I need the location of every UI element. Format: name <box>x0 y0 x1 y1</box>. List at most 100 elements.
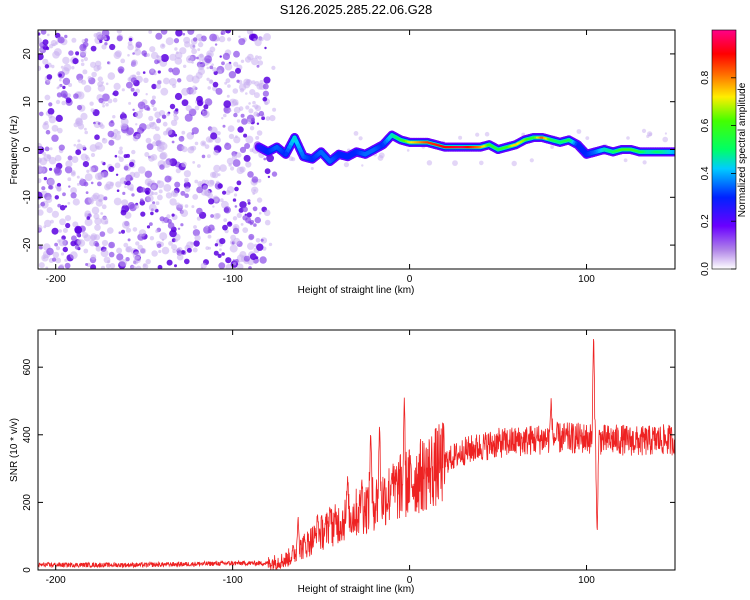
y-tick-label: 10 <box>22 96 33 108</box>
noise-blob <box>662 136 668 143</box>
snr-series-line <box>38 338 675 570</box>
noise-blob <box>236 119 241 123</box>
noise-blob <box>243 154 251 162</box>
noise-blob <box>221 117 224 120</box>
noise-blob <box>219 248 222 252</box>
noise-blob <box>38 245 43 250</box>
top-y-ticks: -20 -10 0 10 20 <box>22 48 675 252</box>
noise-blob <box>97 181 102 187</box>
noise-blob <box>104 220 109 225</box>
noise-blob <box>174 47 178 51</box>
noise-blob <box>225 264 233 269</box>
noise-blob <box>125 81 133 89</box>
noise-blob <box>64 205 68 208</box>
noise-blob <box>197 54 205 61</box>
noise-blob <box>194 234 201 242</box>
noise-blob <box>242 206 248 213</box>
noise-blob <box>215 213 221 219</box>
y-tick-label: 600 <box>22 358 33 375</box>
noise-blob <box>67 155 73 161</box>
noise-blob <box>158 249 162 254</box>
noise-blob <box>220 30 226 35</box>
noise-blob <box>118 231 122 234</box>
noise-blob <box>165 192 173 199</box>
noise-blob <box>377 155 384 161</box>
noise-blob <box>81 145 86 150</box>
y-tick-label: 0 <box>22 146 33 152</box>
noise-blob <box>40 30 47 35</box>
noise-blob <box>185 105 192 112</box>
noise-blob <box>208 246 212 250</box>
noise-blob <box>45 196 53 203</box>
noise-blob <box>62 246 68 253</box>
noise-blob <box>105 102 109 107</box>
noise-blob <box>90 108 95 113</box>
noise-blob <box>173 112 178 117</box>
noise-blob <box>361 164 364 167</box>
noise-blob <box>90 254 97 260</box>
noise-blob <box>198 63 205 71</box>
noise-blob <box>213 250 219 256</box>
noise-blob <box>511 160 517 167</box>
noise-blob <box>120 209 127 216</box>
noise-blob <box>51 134 59 142</box>
noise-blob <box>51 227 59 235</box>
noise-blob <box>59 218 66 226</box>
noise-blob <box>132 135 139 142</box>
noise-blob <box>174 238 178 243</box>
noise-blob <box>118 149 123 155</box>
top-x-axis-label: Height of straight line (km) <box>298 285 415 296</box>
noise-blob <box>201 154 206 159</box>
noise-blob <box>138 229 147 237</box>
noise-blob <box>180 223 184 227</box>
noise-blob <box>51 64 55 69</box>
noise-blob <box>212 81 219 88</box>
noise-blob <box>192 229 200 237</box>
noise-blob <box>163 160 171 168</box>
noise-blob <box>191 48 198 55</box>
noise-blob <box>146 225 151 229</box>
noise-blob <box>145 258 151 265</box>
noise-blob <box>206 66 210 70</box>
noise-blob <box>156 180 165 189</box>
noise-blob <box>108 139 115 146</box>
noise-blob <box>234 259 239 263</box>
noise-blob <box>205 136 213 143</box>
noise-blob <box>219 164 227 172</box>
noise-blob <box>151 83 157 90</box>
noise-blob <box>161 246 170 255</box>
noise-blob <box>126 127 134 135</box>
noise-blob <box>155 32 163 40</box>
noise-blob <box>105 263 111 269</box>
bottom-y-ticks: 0 200 400 600 <box>22 358 675 573</box>
noise-blob <box>222 52 230 61</box>
noise-blob <box>184 258 190 265</box>
noise-blob <box>203 104 209 110</box>
noise-blob <box>129 161 135 167</box>
noise-blob <box>100 249 109 258</box>
noise-blob <box>222 190 227 195</box>
noise-blob <box>54 195 59 200</box>
noise-blob <box>227 37 232 42</box>
noise-blob <box>116 35 123 42</box>
noise-blob <box>54 48 62 56</box>
noise-blob <box>127 54 130 57</box>
noise-blob <box>206 77 210 82</box>
noise-blob <box>225 257 232 264</box>
noise-blob <box>159 232 168 241</box>
noise-blob <box>108 120 115 127</box>
noise-blob <box>288 156 294 162</box>
noise-blob <box>101 44 107 50</box>
noise-blob <box>184 113 193 122</box>
noise-blob <box>212 67 218 73</box>
noise-blob <box>246 212 252 218</box>
noise-blob <box>233 61 239 67</box>
noise-blob <box>105 82 109 86</box>
noise-blob <box>223 218 228 223</box>
noise-blob <box>228 133 235 140</box>
noise-blob <box>245 161 252 168</box>
noise-blob <box>130 77 137 84</box>
noise-blob <box>218 35 226 43</box>
noise-blob <box>67 177 72 182</box>
